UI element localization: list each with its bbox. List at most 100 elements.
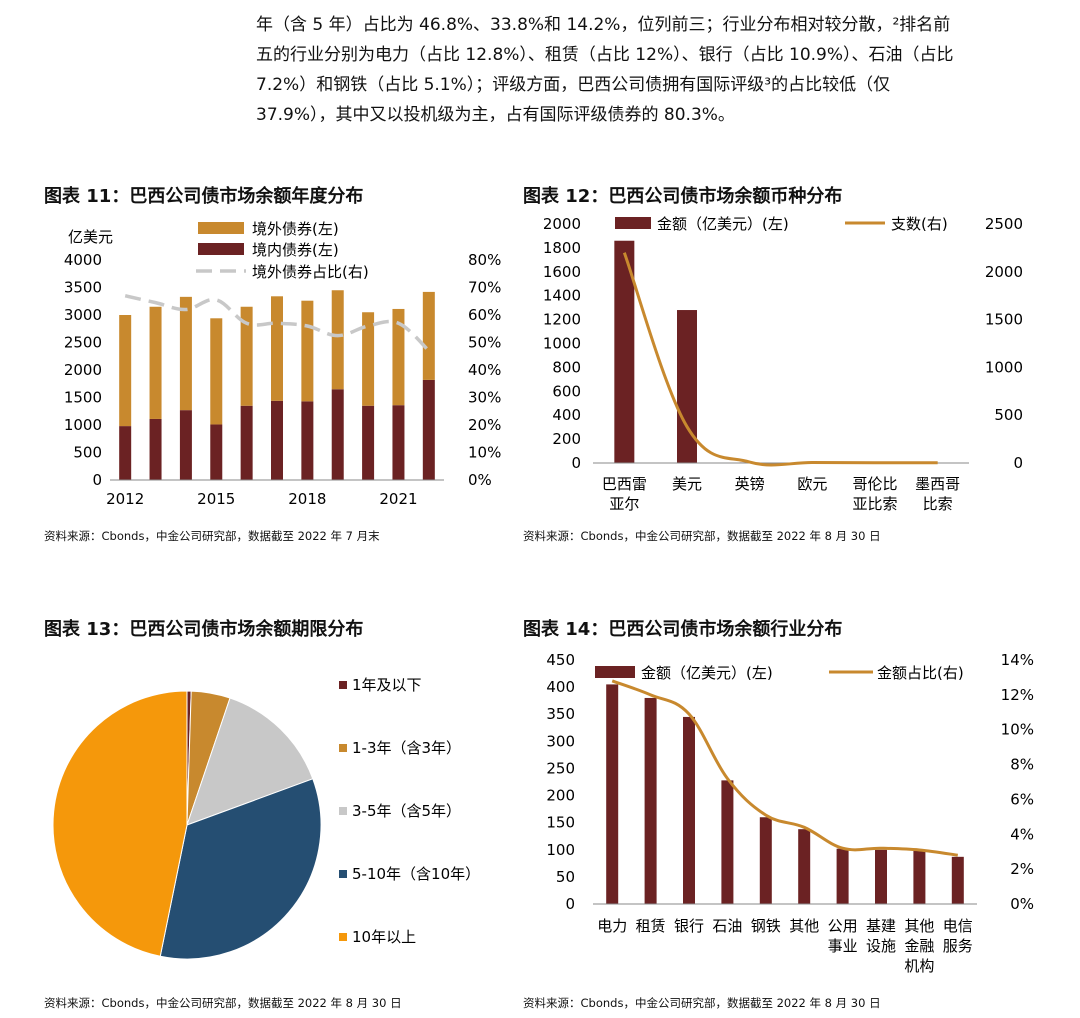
- figure12-title: 图表 12：巴西公司债市场余额币种分布: [523, 186, 843, 207]
- bar-domestic: [210, 424, 223, 480]
- y2-tick-label: 0%: [468, 471, 492, 489]
- y2-tick-label: 80%: [468, 251, 501, 269]
- bar-overseas: [331, 290, 344, 390]
- y-tick-label: 600: [552, 382, 581, 400]
- bar-overseas: [179, 296, 192, 411]
- x-tick-label: 机构: [904, 957, 934, 975]
- y-tick-label: 3500: [64, 279, 102, 297]
- bar-overseas: [149, 306, 162, 419]
- y2-tick-label: 40%: [468, 361, 501, 379]
- bar-domestic: [149, 418, 162, 480]
- bar-domestic: [271, 400, 283, 480]
- y-tick-label: 500: [73, 444, 102, 462]
- figure12-source: 资料来源：Cbonds，中金公司研究部，数据截至 2022 年 8 月 30 日: [523, 529, 881, 543]
- legend-label: 3-5年（含5年）: [352, 802, 461, 820]
- y2-tick-label: 14%: [1001, 651, 1034, 669]
- bar-amount: [798, 829, 811, 904]
- x-tick-label: 墨西哥: [915, 475, 960, 493]
- legend-swatch-overseas: [198, 222, 244, 234]
- bar-domestic: [362, 405, 375, 480]
- y-tick-label: 0: [92, 471, 102, 489]
- x-tick-label: 亚比索: [852, 495, 897, 513]
- bar-overseas: [422, 291, 435, 380]
- y2-tick-label: 8%: [1010, 756, 1034, 774]
- y2-tick-label: 70%: [468, 279, 501, 297]
- bar-overseas: [240, 306, 253, 406]
- x-tick-label: 钢铁: [751, 917, 781, 935]
- y-tick-label: 350: [546, 705, 575, 723]
- x-tick-label: 公用: [828, 917, 858, 935]
- y-tick-label: 300: [546, 732, 575, 750]
- y2-tick-label: 2%: [1010, 860, 1034, 878]
- y-tick-label: 100: [546, 841, 575, 859]
- x-tick-label: 巴西雷: [602, 475, 647, 493]
- y2-tick-label: 30%: [468, 389, 501, 407]
- x-tick-label: 2021: [379, 490, 417, 508]
- pie-slice: [186, 697, 314, 826]
- x-tick-label: 美元: [672, 475, 702, 493]
- pie-slice: [159, 778, 322, 960]
- y2-tick-label: 6%: [1010, 790, 1034, 808]
- legend-label: 境外债券占比(右): [252, 263, 369, 281]
- figure11-title: 图表 11：巴西公司债市场余额年度分布: [44, 186, 364, 207]
- pie-slice: [52, 690, 188, 957]
- series-line-overseas-share: [124, 294, 431, 353]
- bar-overseas: [271, 296, 283, 401]
- y-tick-label: 0: [565, 895, 575, 913]
- bar-overseas: [210, 318, 223, 425]
- bar-domestic: [422, 379, 435, 480]
- y-tick-label: 1000: [543, 335, 581, 353]
- y2-tick-label: 10%: [468, 444, 501, 462]
- y-tick-label: 2000: [64, 361, 102, 379]
- bar-overseas: [301, 300, 314, 402]
- bar-amount: [913, 850, 926, 904]
- bar-domestic: [301, 401, 314, 480]
- bar-amount: [614, 240, 635, 463]
- bar-overseas: [392, 308, 405, 406]
- bar-amount: [875, 849, 887, 904]
- x-tick-label: 租赁: [636, 917, 666, 935]
- y-tick-label: 400: [552, 406, 581, 424]
- legend-label: 境内债券(左): [252, 241, 339, 259]
- figure12-chart: 0 200 400 600 800 1000 1200 1400 1600 1800 2000 0 50…: [543, 215, 1023, 513]
- bar-amount: [677, 310, 697, 463]
- x-tick-label: 2015: [197, 490, 235, 508]
- paragraph-line: 年（含 5 年）占比为 46.8%、33.8%和 14.2%，位列前三；行业分布…: [256, 15, 951, 35]
- paragraph-line: 7.2%）和钢铁（占比 5.1%）；评级方面，巴西公司债拥有国际评级³的占比较低…: [256, 75, 891, 95]
- y-tick-label: 450: [546, 651, 575, 669]
- y2-tick-label: 1000: [985, 358, 1023, 376]
- x-tick-label: 欧元: [797, 475, 827, 493]
- y2-tick-label: 0%: [1010, 895, 1034, 913]
- x-tick-label: 电信: [943, 917, 973, 935]
- y-tick-label: 1400: [543, 287, 581, 305]
- y-tick-label: 250: [546, 759, 575, 777]
- y-tick-label: 1600: [543, 263, 581, 281]
- legend-swatch-domestic: [198, 243, 244, 255]
- figure14-source: 资料来源：Cbonds，中金公司研究部，数据截至 2022 年 8 月 30 日: [523, 996, 881, 1010]
- paragraph-line: 37.9%），其中又以投机级为主，占有国际评级债券的 80.3%。: [256, 105, 735, 125]
- x-tick-label: 其他: [789, 917, 819, 935]
- legend-label: 境外债券(左): [252, 220, 339, 238]
- figure14-title: 图表 14：巴西公司债市场余额行业分布: [523, 619, 843, 640]
- bar-amount: [683, 716, 695, 904]
- legend-swatch: [339, 681, 347, 689]
- bar-amount: [721, 780, 734, 904]
- legend-swatch: [339, 744, 347, 752]
- legend-label: 支数(右): [891, 215, 948, 233]
- y-tick-label: 200: [546, 787, 575, 805]
- bar-overseas: [362, 312, 375, 406]
- legend-swatch: [339, 807, 347, 815]
- y-tick-label: 1000: [64, 416, 102, 434]
- y-tick-label: 2500: [64, 334, 102, 352]
- y2-tick-label: 2500: [985, 215, 1023, 233]
- x-tick-label: 其他: [904, 917, 934, 935]
- figure13-chart: 1年及以下 1-3年（含3年） 3-5年（含5年） 5-10年（含10年） 10年以上: [52, 676, 480, 960]
- y2-tick-label: 20%: [468, 416, 501, 434]
- x-tick-label: 金融: [904, 937, 934, 955]
- y-tick-label: 50: [556, 868, 575, 886]
- y2-tick-label: 4%: [1010, 825, 1034, 843]
- y-tick-label: 150: [546, 814, 575, 832]
- y-tick-label: 400: [546, 678, 575, 696]
- y-tick-label: 4000: [64, 251, 102, 269]
- x-tick-label: 银行: [674, 917, 704, 935]
